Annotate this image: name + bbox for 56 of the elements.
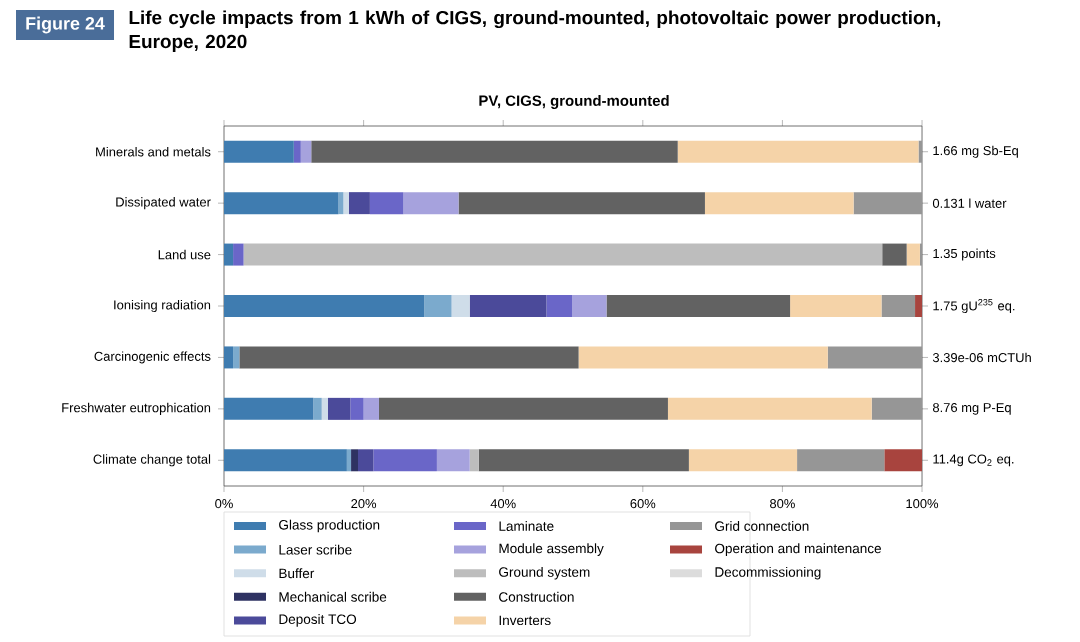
bar: [346, 449, 352, 472]
bar: [348, 192, 370, 215]
bar: [578, 346, 828, 369]
bar: [884, 449, 923, 472]
bar: [224, 397, 314, 420]
bar: [233, 346, 240, 369]
bar: [469, 295, 547, 317]
bar: [351, 449, 359, 472]
bar: [300, 140, 312, 163]
bar: [369, 192, 404, 215]
bar: [243, 243, 883, 266]
bar: [606, 295, 791, 317]
bar: [688, 449, 798, 472]
bar: [293, 140, 301, 163]
bar: [871, 397, 923, 420]
bar: [790, 295, 882, 317]
bar: [224, 192, 339, 215]
bar: [906, 243, 920, 266]
bar: [882, 243, 907, 266]
bar: [378, 397, 668, 420]
caption: Figure 24: [26, 16, 105, 34]
bar: [338, 192, 344, 215]
bar: [358, 449, 374, 472]
bar: [853, 192, 923, 215]
bar: [373, 449, 437, 472]
bar: [328, 397, 351, 420]
bar: [363, 397, 379, 420]
bar: [572, 295, 607, 317]
bar: [224, 449, 347, 472]
bar: [321, 397, 329, 420]
bar: [343, 192, 349, 215]
bar: [436, 449, 470, 472]
bar: [224, 140, 294, 163]
bar: [233, 243, 244, 266]
bar: [224, 346, 234, 369]
bar: [313, 397, 322, 420]
bar: [424, 295, 452, 317]
bar: [478, 449, 689, 472]
bar: [797, 449, 885, 472]
bar: [915, 295, 923, 317]
bar: [677, 140, 919, 163]
bar: [704, 192, 854, 215]
bar: [350, 397, 364, 420]
bar: [827, 346, 923, 369]
bar: [311, 140, 678, 163]
chart-title: Life cycle impacts from 1 kWh of CIGS, ground-mounted, photovoltaic power production, Europe, 2020: [129, 10, 941, 52]
bar: [469, 449, 479, 472]
bar: [451, 295, 470, 317]
bar: [546, 295, 573, 317]
bar: [667, 397, 872, 420]
bar: [881, 295, 916, 317]
bar: [239, 346, 579, 369]
bar: [224, 243, 234, 266]
bar: [403, 192, 459, 215]
bar: [224, 295, 425, 317]
bar: [458, 192, 705, 215]
